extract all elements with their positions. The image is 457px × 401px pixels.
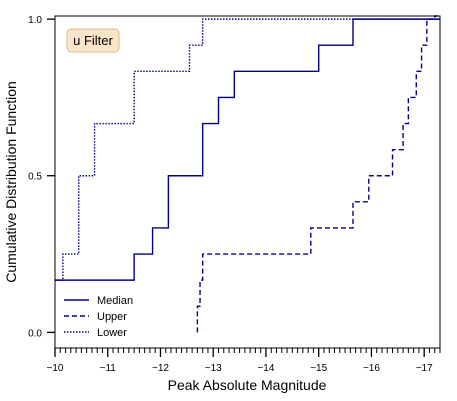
filter-annotation: u Filter bbox=[66, 28, 120, 53]
y-tick-label: 0.5 bbox=[28, 172, 42, 183]
legend-label-upper: Upper bbox=[97, 311, 127, 323]
x-tick-label: −16 bbox=[363, 363, 380, 374]
legend: Median Upper Lower bbox=[64, 295, 133, 339]
series-line-median bbox=[55, 18, 440, 281]
plot-frame bbox=[54, 15, 441, 349]
x-tick-label: −14 bbox=[257, 363, 274, 374]
series-line-upper bbox=[196, 15, 440, 333]
y-axis-title: Cumulative Distribution Function bbox=[3, 81, 19, 283]
x-tick-label: −10 bbox=[47, 363, 64, 374]
x-tick-label: −12 bbox=[152, 363, 169, 374]
x-tick-label: −17 bbox=[416, 363, 433, 374]
legend-label-lower: Lower bbox=[97, 327, 127, 339]
x-axis-title: Peak Absolute Magnitude bbox=[168, 377, 327, 393]
y-tick-label: 1.0 bbox=[28, 15, 42, 26]
y-tick-label: 0.0 bbox=[28, 328, 42, 339]
filter-annotation-text: u Filter bbox=[73, 33, 113, 48]
x-tick-label: −11 bbox=[100, 363, 117, 374]
x-tick-label: −13 bbox=[205, 363, 222, 374]
series-layer bbox=[55, 15, 440, 333]
legend-label-median: Median bbox=[97, 295, 133, 307]
series-line-lower bbox=[55, 18, 440, 281]
x-tick-label: −15 bbox=[310, 363, 327, 374]
axes-layer: −10 −11 −12 −13 −14 −15 −16 −17 0.0 0.5 1.0 bbox=[28, 15, 441, 374]
filter-annotation-box bbox=[66, 28, 120, 53]
